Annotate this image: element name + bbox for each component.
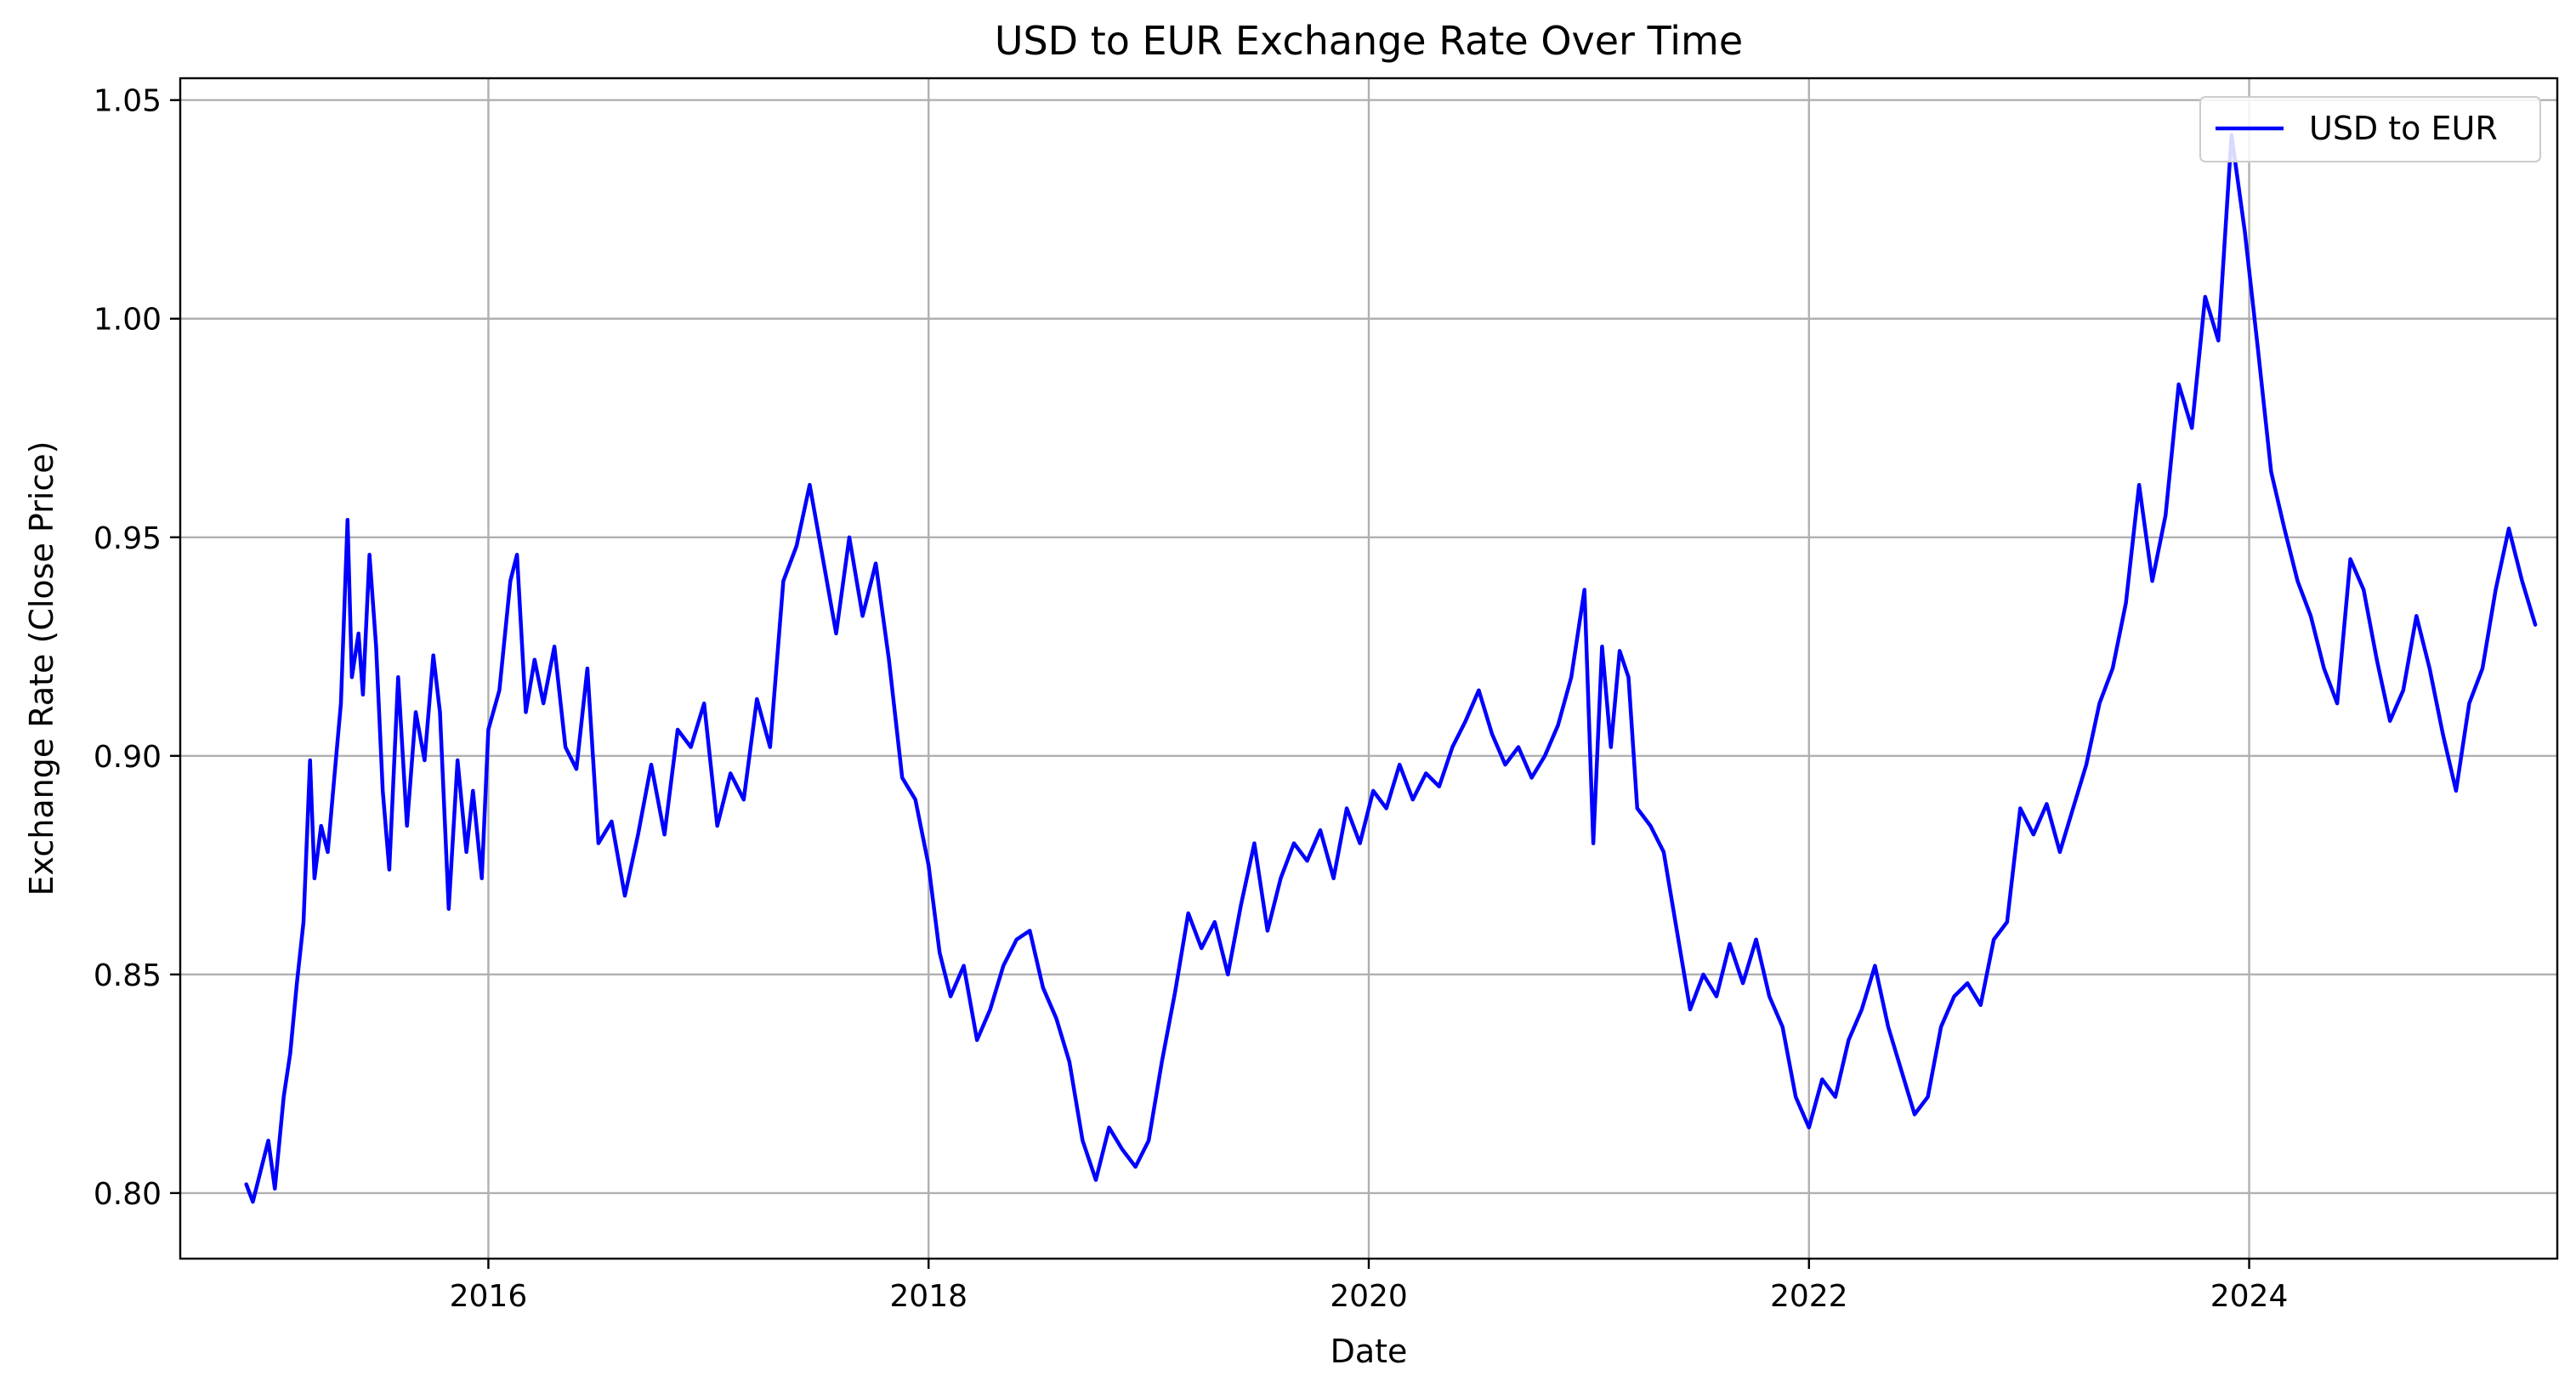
x-tick-label: 2024 <box>2210 1279 2289 1314</box>
series-layer <box>244 133 2538 1204</box>
legend: USD to EUR <box>2199 96 2541 162</box>
y-tick-label: 0.90 <box>94 740 162 775</box>
axis-ticks: 2016 2018 2020 2022 2024 0.80 0.85 0.90 0.95 1.00… <box>94 84 2289 1314</box>
x-tick-label: 2016 <box>450 1279 528 1314</box>
x-tick-label: 2022 <box>1770 1279 1848 1314</box>
chart-title: USD to EUR Exchange Rate Over Time <box>995 18 1743 64</box>
legend-label-usd-to-eur: USD to EUR <box>2309 110 2498 147</box>
y-tick-label: 1.00 <box>94 303 162 338</box>
y-tick-label: 1.05 <box>94 84 162 119</box>
x-tick-label: 2018 <box>889 1279 967 1314</box>
x-axis-title: Date <box>1331 1333 1408 1370</box>
y-tick-label: 0.80 <box>94 1177 162 1212</box>
y-tick-label: 0.95 <box>94 521 162 556</box>
x-tick-label: 2020 <box>1330 1279 1408 1314</box>
y-axis-title: Exchange Rate (Close Price) <box>23 441 60 896</box>
y-tick-label: 0.85 <box>94 958 162 993</box>
legend-box <box>2199 96 2541 162</box>
series-line-usd-to-eur <box>244 133 2538 1204</box>
